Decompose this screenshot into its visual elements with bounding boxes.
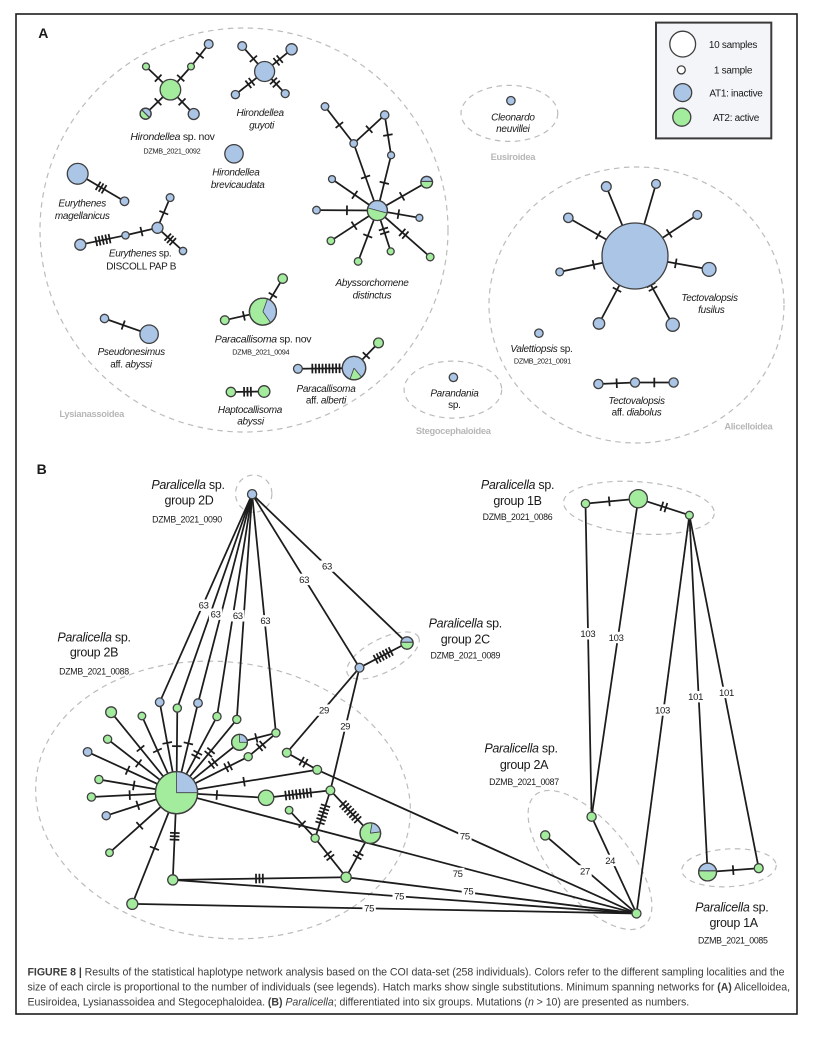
svg-text:fusilus: fusilus (698, 305, 725, 316)
svg-text:DZMB_2021_0085: DZMB_2021_0085 (698, 936, 768, 946)
svg-text:Paralicella sp.: Paralicella sp. (695, 901, 768, 915)
svg-text:75: 75 (460, 832, 470, 843)
svg-text:DZMB_2021_0091: DZMB_2021_0091 (514, 357, 571, 366)
svg-text:63: 63 (199, 601, 209, 612)
svg-text:Valettiopsis sp.: Valettiopsis sp. (510, 344, 572, 355)
svg-text:Cleonardo: Cleonardo (491, 113, 535, 124)
svg-text:103: 103 (580, 629, 595, 640)
svg-text:103: 103 (609, 633, 624, 644)
svg-text:Abyssorchomene: Abyssorchomene (334, 278, 409, 289)
svg-text:Eurythenes: Eurythenes (58, 199, 106, 210)
svg-text:size of each circle is proport: size of each circle is proportional to t… (28, 982, 790, 994)
svg-text:27: 27 (580, 866, 590, 877)
svg-text:A: A (38, 25, 48, 41)
svg-text:group 2A: group 2A (500, 758, 549, 772)
svg-text:Paralicella sp.: Paralicella sp. (481, 478, 554, 492)
svg-text:63: 63 (260, 616, 270, 627)
svg-text:DISCOLL PAP B: DISCOLL PAP B (106, 262, 176, 273)
svg-text:group 1A: group 1A (710, 916, 759, 930)
svg-text:group 2C: group 2C (441, 633, 490, 647)
svg-text:AT2: active: AT2: active (713, 113, 760, 124)
svg-text:Hirondellea: Hirondellea (236, 108, 284, 119)
svg-text:group 1B: group 1B (493, 494, 541, 508)
svg-text:29: 29 (340, 721, 350, 732)
svg-text:aff. abyssi: aff. abyssi (110, 360, 153, 371)
svg-text:24: 24 (605, 856, 615, 867)
svg-text:B: B (37, 461, 47, 477)
svg-text:brevicaudata: brevicaudata (211, 180, 265, 191)
svg-text:Paracallisoma: Paracallisoma (297, 384, 357, 395)
svg-text:DZMB_2021_0088: DZMB_2021_0088 (59, 667, 129, 677)
svg-text:75: 75 (453, 869, 463, 880)
svg-text:63: 63 (299, 575, 309, 586)
svg-text:DZMB_2021_0092: DZMB_2021_0092 (143, 147, 200, 156)
svg-text:guyoti: guyoti (249, 121, 275, 132)
svg-text:Alicelloidea: Alicelloidea (724, 422, 773, 432)
svg-text:aff. alberti: aff. alberti (306, 396, 347, 407)
svg-text:75: 75 (364, 903, 374, 914)
svg-text:magellanicus: magellanicus (55, 211, 110, 222)
svg-text:Eurythenes sp.: Eurythenes sp. (109, 249, 172, 260)
svg-text:sp.: sp. (448, 400, 460, 411)
svg-text:aff. diabolus: aff. diabolus (612, 408, 662, 419)
svg-text:101: 101 (688, 692, 703, 703)
svg-text:Paralicella sp.: Paralicella sp. (484, 742, 557, 756)
svg-text:Tectovalopsis: Tectovalopsis (681, 293, 738, 304)
svg-text:DZMB_2021_0090: DZMB_2021_0090 (152, 515, 222, 525)
svg-text:75: 75 (463, 887, 473, 898)
svg-text:group 2D: group 2D (164, 494, 213, 508)
svg-text:63: 63 (211, 610, 221, 621)
svg-text:75: 75 (394, 891, 404, 902)
svg-text:Tectovalopsis: Tectovalopsis (608, 396, 665, 407)
svg-text:Pseudonesimus: Pseudonesimus (98, 347, 166, 358)
svg-text:Haptocallisoma: Haptocallisoma (218, 405, 283, 416)
svg-text:AT1: inactive: AT1: inactive (709, 88, 763, 99)
svg-text:Hirondellea sp. nov: Hirondellea sp. nov (130, 131, 215, 143)
svg-text:Parandania: Parandania (430, 389, 479, 400)
svg-text:1 sample: 1 sample (714, 66, 753, 77)
svg-text:abyssi: abyssi (237, 417, 265, 428)
svg-text:103: 103 (655, 705, 670, 716)
svg-text:distinctus: distinctus (353, 291, 392, 302)
svg-text:10 samples: 10 samples (709, 40, 757, 51)
svg-text:101: 101 (719, 688, 734, 699)
svg-text:neuvillei: neuvillei (496, 124, 531, 135)
svg-text:DZMB_2021_0094: DZMB_2021_0094 (232, 348, 289, 357)
svg-text:DZMB_2021_0086: DZMB_2021_0086 (483, 512, 553, 522)
svg-text:29: 29 (319, 706, 329, 717)
svg-text:FIGURE 8 | Results of the stat: FIGURE 8 | Results of the statistical ha… (28, 967, 785, 979)
svg-text:63: 63 (233, 611, 243, 622)
svg-text:DZMB_2021_0089: DZMB_2021_0089 (430, 651, 500, 661)
svg-text:Stegocephaloidea: Stegocephaloidea (416, 426, 492, 436)
svg-text:Paralicella sp.: Paralicella sp. (429, 617, 502, 631)
svg-text:DZMB_2021_0087: DZMB_2021_0087 (489, 777, 559, 787)
svg-text:Eusiroidea, Lysianassoidea and: Eusiroidea, Lysianassoidea and Stegoceph… (28, 997, 690, 1009)
svg-text:Paracallisoma sp. nov: Paracallisoma sp. nov (215, 334, 312, 346)
svg-text:Hirondellea: Hirondellea (212, 168, 260, 179)
svg-text:group 2B: group 2B (70, 646, 118, 660)
svg-text:Paralicella sp.: Paralicella sp. (57, 631, 130, 645)
svg-text:Eusiroidea: Eusiroidea (491, 152, 537, 162)
svg-text:Paralicella sp.: Paralicella sp. (151, 478, 224, 492)
svg-text:Lysianassoidea: Lysianassoidea (59, 409, 125, 419)
svg-text:63: 63 (322, 562, 332, 573)
